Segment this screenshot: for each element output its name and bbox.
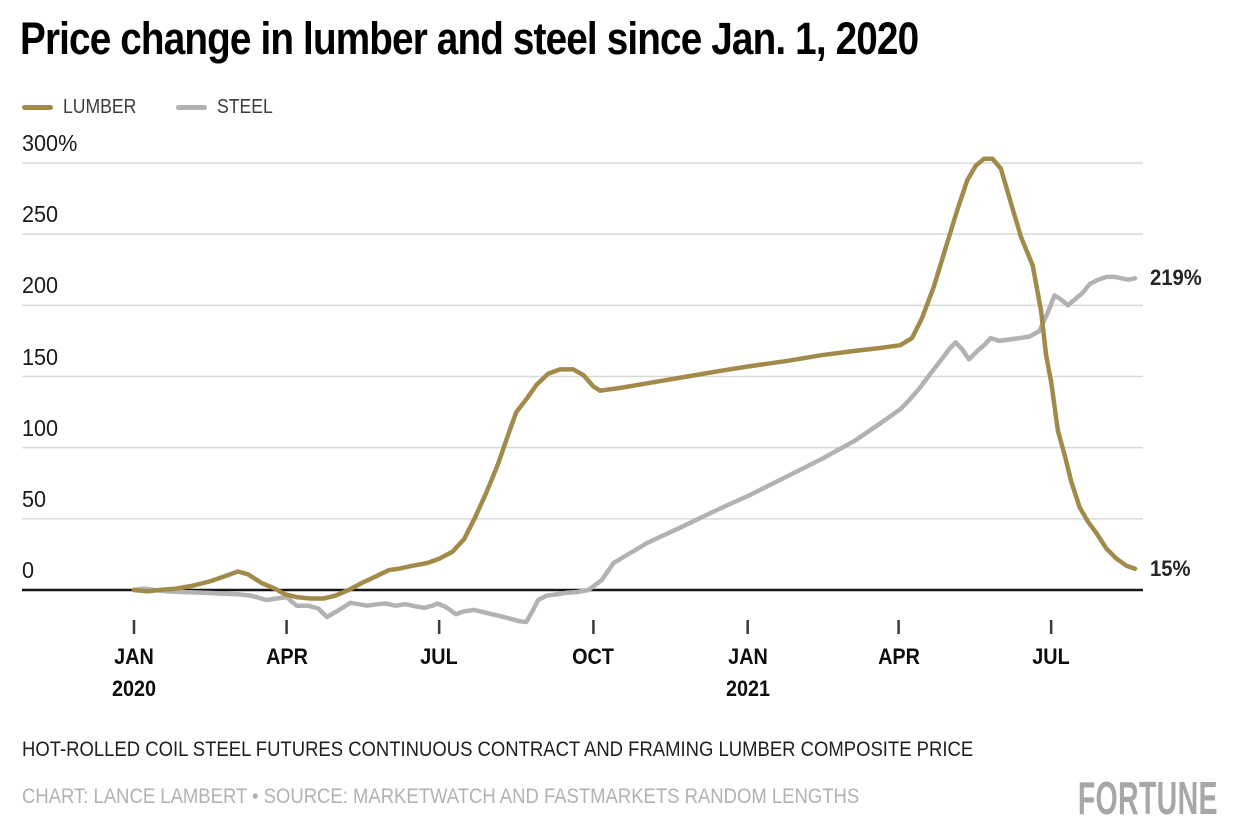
x-year-label: 2020 xyxy=(111,676,157,701)
steel-end-value-label: 219% xyxy=(1150,265,1202,291)
y-tick-label: 50 xyxy=(22,485,47,512)
legend: LUMBER STEEL xyxy=(22,97,281,117)
y-tick-label: 100 xyxy=(22,414,59,441)
y-tick-label: 150 xyxy=(22,343,59,370)
x-tick-label: OCT xyxy=(572,644,615,669)
x-tick-label: JAN xyxy=(727,644,768,669)
legend-item-lumber: LUMBER xyxy=(22,97,146,117)
x-tick-label: APR xyxy=(265,644,308,669)
legend-label: STEEL xyxy=(217,96,274,118)
series-lines xyxy=(131,156,1138,625)
lumber-end-value-label: 15% xyxy=(1150,555,1191,581)
x-tick-label: JUL xyxy=(420,644,458,669)
y-tick-label: 300% xyxy=(22,130,78,156)
fortune-logo: FORTUNE xyxy=(1077,772,1218,824)
steel-line xyxy=(131,274,1138,625)
lumber-swatch-icon xyxy=(22,104,53,110)
y-tick-label: 200 xyxy=(22,272,59,299)
legend-label: LUMBER xyxy=(63,96,137,118)
legend-item-steel: STEEL xyxy=(176,97,280,117)
credit-line: CHART: LANCE LAMBERT • SOURCE: MARKETWAT… xyxy=(22,785,860,808)
x-tick-label: JAN xyxy=(114,644,154,669)
x-axis-ticks xyxy=(132,620,1053,634)
y-tick-label: 250 xyxy=(22,201,59,228)
lumber-line xyxy=(131,156,1138,601)
footnote: HOT-ROLLED COIL STEEL FUTURES CONTINUOUS… xyxy=(22,738,974,761)
y-tick-label: 0 xyxy=(22,557,35,583)
chart-title: Price change in lumber and steel since J… xyxy=(20,13,919,64)
x-year-label: 2021 xyxy=(725,676,770,701)
x-tick-label: JUL xyxy=(1032,644,1070,669)
x-tick-label: APR xyxy=(877,644,920,669)
steel-swatch-icon xyxy=(176,104,208,110)
